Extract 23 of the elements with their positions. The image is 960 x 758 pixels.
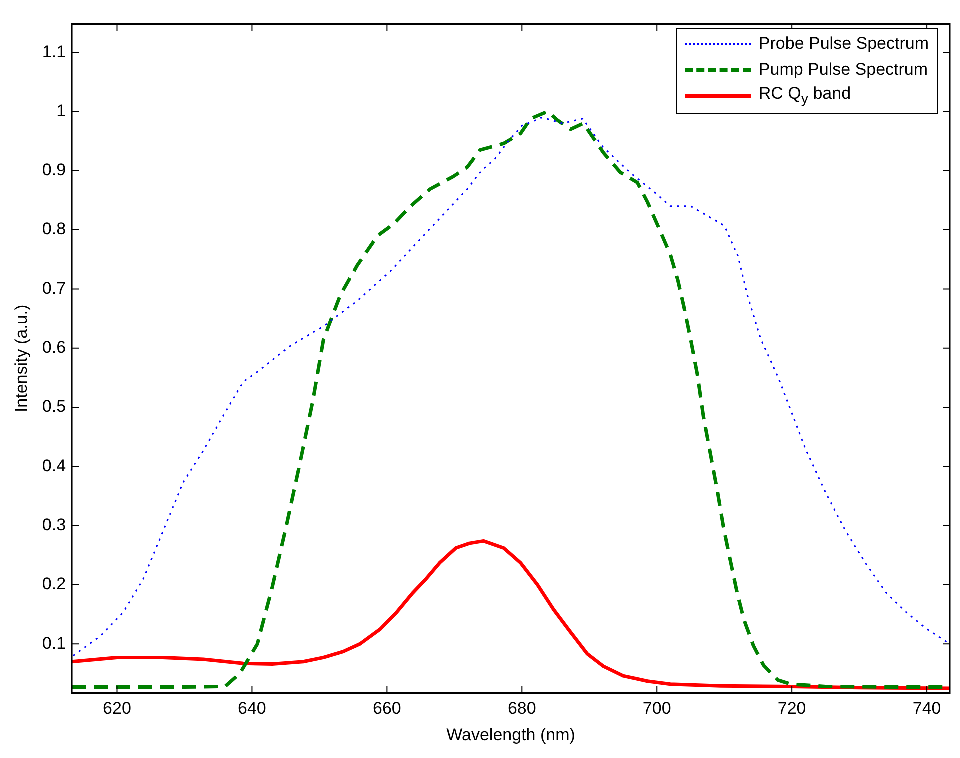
- legend-label: Probe Pulse Spectrum: [758, 34, 929, 54]
- y-tick-label: 0.6: [42, 338, 66, 358]
- x-tick-label: 660: [372, 699, 402, 718]
- legend-label: Pump Pulse Spectrum: [758, 60, 928, 80]
- x-tick-label: 700: [642, 699, 672, 718]
- y-tick-label: 0.9: [42, 160, 66, 180]
- x-tick-label: 720: [778, 699, 806, 718]
- x-tick-label: 640: [238, 699, 266, 718]
- y-axis-title: Intensity (a.u.): [12, 304, 31, 413]
- y-tick-label: 1: [56, 101, 66, 120]
- x-tick-label: 680: [508, 699, 536, 718]
- x-axis-title: Wavelength (nm): [446, 725, 576, 744]
- x-tick-label: 620: [103, 699, 132, 718]
- x-tick-label: 740: [912, 699, 942, 718]
- y-tick-label: 0.5: [42, 397, 66, 416]
- y-tick-label: 0.4: [42, 456, 66, 476]
- y-tick-label: 0.1: [42, 634, 66, 653]
- y-tick-label: 0.2: [42, 574, 66, 594]
- legend-label: RC Q$_{y}$ band: [758, 84, 852, 108]
- y-tick-label: 1.1: [42, 42, 66, 62]
- y-tick-label: 0.7: [42, 278, 66, 298]
- y-tick-label: 0.8: [42, 220, 66, 239]
- y-tick-label: 0.3: [42, 515, 66, 534]
